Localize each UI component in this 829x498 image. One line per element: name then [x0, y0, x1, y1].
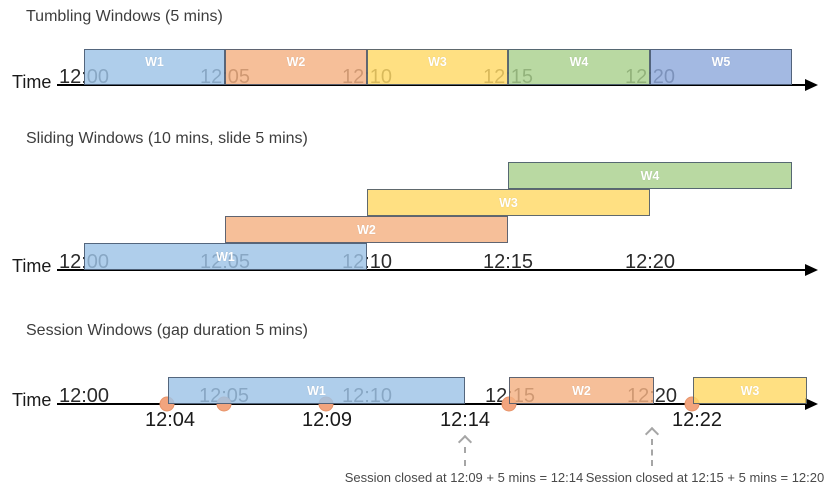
session-closed-annotation: Session closed at 12:09 + 5 mins = 12:14 [344, 470, 584, 485]
session-window-box-w1: W1 [168, 377, 465, 404]
sliding-section-title: Sliding Windows (10 mins, slide 5 mins) [26, 130, 308, 147]
sliding-time-axis [57, 269, 806, 271]
window-label: W1 [216, 249, 235, 264]
window-label: W3 [499, 195, 518, 210]
tumbling-window-box-w2: W2 [225, 49, 367, 85]
tumbling-window-box-w3: W3 [367, 49, 508, 85]
sliding-tick-label: 12:20 [624, 251, 676, 273]
sliding-axis-arrowhead-icon [805, 264, 818, 276]
session-axis-arrowhead-icon [805, 398, 818, 410]
session-window-box-w2: W2 [509, 377, 654, 404]
tumbling-section-title: Tumbling Windows (5 mins) [26, 8, 223, 25]
sliding-window-box-w4: W4 [508, 162, 792, 189]
tumbling-window-box-w5: W5 [650, 49, 792, 85]
tumbling-time-axis-label: Time [12, 72, 52, 92]
event-time-label: 12:09 [301, 409, 353, 431]
window-label: W4 [640, 168, 660, 183]
session-closed-annotation: Session closed at 12:15 + 5 mins = 12:20 [585, 470, 825, 485]
annotation-dashed-line [464, 447, 466, 466]
sliding-window-box-w3: W3 [367, 189, 650, 216]
window-label: W1 [307, 383, 326, 398]
session-window-box-w3: W3 [693, 377, 807, 404]
tumbling-axis-arrowhead-icon [805, 79, 818, 91]
window-label: W2 [357, 222, 376, 237]
tumbling-window-box-w1: W1 [84, 49, 225, 85]
tumbling-time-axis [57, 84, 806, 86]
window-label: W4 [569, 55, 589, 69]
session-time-axis-label: Time [12, 390, 52, 410]
window-label: W3 [428, 55, 447, 69]
event-time-label: 12:14 [439, 409, 491, 431]
session-section-title: Session Windows (gap duration 5 mins) [26, 322, 308, 339]
session-tick-label: 12:00 [58, 385, 110, 407]
event-time-label: 12:04 [144, 409, 196, 431]
event-time-label: 12:22 [671, 409, 723, 431]
window-label: W2 [286, 55, 306, 69]
sliding-window-box-w2: W2 [225, 216, 508, 243]
tumbling-window-box-w4: W4 [508, 49, 650, 85]
sliding-time-axis-label: Time [12, 256, 52, 276]
sliding-tick-label: 12:15 [482, 251, 534, 273]
session-time-axis [57, 403, 806, 405]
annotation-dashed-line [651, 439, 653, 466]
window-label: W3 [740, 383, 760, 398]
window-label: W1 [145, 55, 164, 69]
window-label: W2 [572, 383, 591, 398]
sliding-window-box-w1: W1 [84, 243, 367, 270]
window-label: W5 [711, 55, 731, 69]
